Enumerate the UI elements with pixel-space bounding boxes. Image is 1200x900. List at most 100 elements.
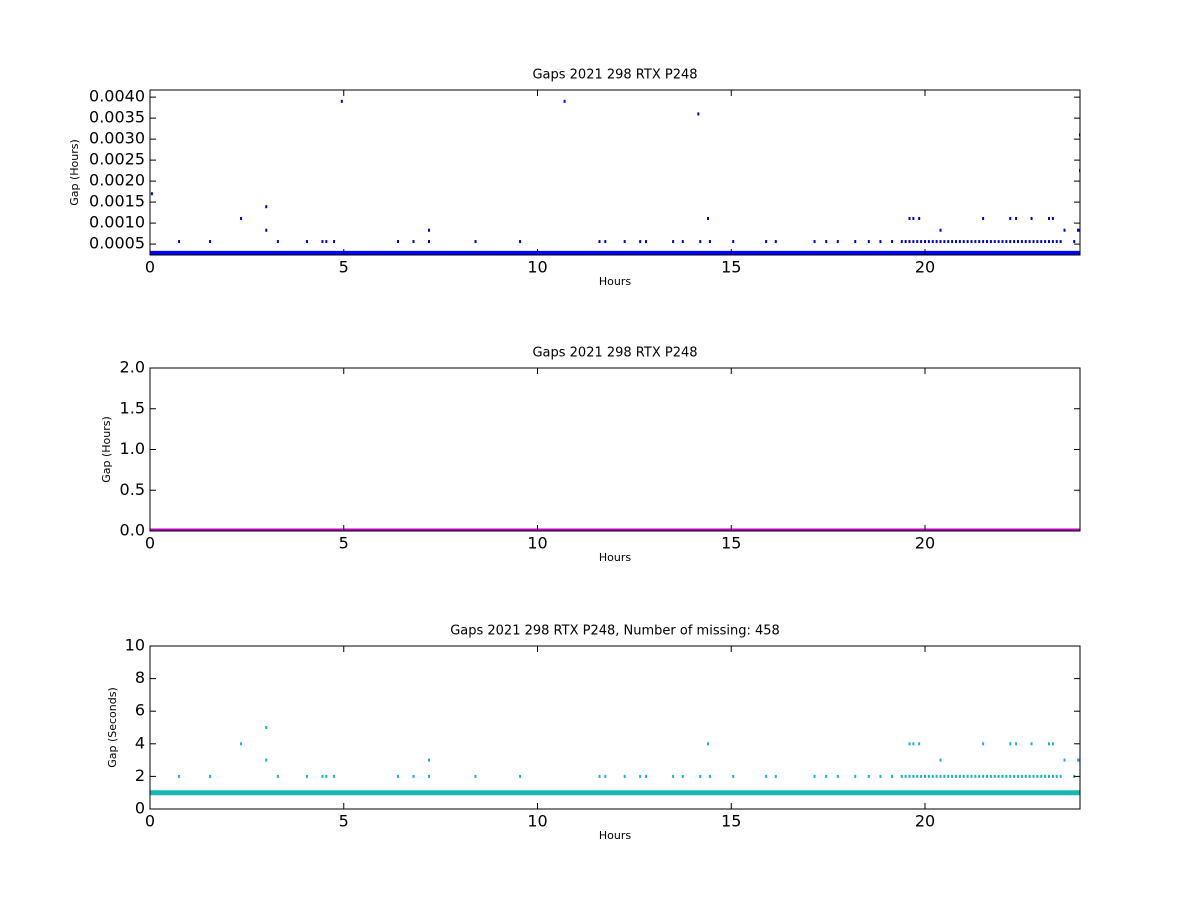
point <box>939 774 942 778</box>
point <box>918 216 921 220</box>
point <box>908 774 911 778</box>
point <box>1048 216 1050 220</box>
point <box>340 99 343 103</box>
chart-title: Gaps 2021 298 RTX P248, Number of missin… <box>450 624 780 639</box>
point <box>825 774 828 778</box>
x-tick-label: 15 <box>721 258 741 277</box>
point <box>639 774 642 778</box>
y-tick-label: 0.0025 <box>89 150 145 169</box>
point <box>825 240 828 244</box>
point <box>1077 758 1080 762</box>
point <box>931 774 934 778</box>
point <box>813 774 816 778</box>
point <box>939 758 942 762</box>
x-tick-label: 0 <box>145 534 155 553</box>
point <box>836 240 839 244</box>
point <box>958 774 961 778</box>
point <box>305 774 308 778</box>
point <box>1055 240 1058 244</box>
point <box>947 774 950 778</box>
point <box>927 240 930 244</box>
y-tick-label: 1.5 <box>120 398 145 417</box>
point <box>931 240 934 244</box>
x-tick-label: 10 <box>527 812 547 831</box>
point <box>1051 774 1054 778</box>
point <box>178 774 181 778</box>
point <box>908 216 911 220</box>
point <box>920 774 923 778</box>
point <box>1032 774 1035 778</box>
point <box>1030 216 1033 220</box>
y-tick-label: 2.0 <box>120 358 145 377</box>
point <box>428 240 430 244</box>
point <box>958 240 961 244</box>
point <box>1073 240 1076 244</box>
point <box>1030 742 1033 746</box>
point <box>321 240 324 244</box>
point <box>867 774 870 778</box>
point <box>982 742 985 746</box>
y-tick-label: 10 <box>125 636 145 655</box>
y-tick-label: 1.0 <box>120 439 145 458</box>
point <box>947 240 950 244</box>
y-tick-label: 0.0035 <box>89 108 145 127</box>
point <box>982 240 985 244</box>
x-tick-label: 15 <box>721 534 741 553</box>
point <box>563 99 566 103</box>
point <box>732 774 735 778</box>
point <box>1051 742 1054 746</box>
point <box>265 726 268 729</box>
point <box>962 240 965 244</box>
point <box>854 240 857 244</box>
point <box>993 774 996 778</box>
point <box>955 774 957 778</box>
axes-frame <box>149 89 1081 256</box>
y-tick-label: 0.5 <box>120 480 145 499</box>
point <box>708 774 711 778</box>
y-tick-label: 0 <box>135 799 145 818</box>
point <box>178 240 181 244</box>
point <box>305 240 308 244</box>
point <box>989 774 992 778</box>
point <box>1077 228 1080 232</box>
point <box>1032 240 1035 244</box>
x-axis-label: Hours <box>599 275 631 288</box>
point <box>474 240 477 244</box>
plot-area <box>150 726 1080 796</box>
point <box>604 774 607 778</box>
point <box>813 240 816 244</box>
point <box>623 774 626 778</box>
point <box>1013 774 1016 778</box>
point <box>321 774 324 778</box>
point <box>325 240 328 244</box>
point <box>982 216 985 220</box>
point <box>966 240 969 244</box>
subplot: 0 5 10 15 20 0 2 4 6 8 10 Gaps 2021 298 RTX P248, N… <box>106 624 1081 842</box>
point <box>924 774 926 778</box>
point <box>867 240 870 244</box>
point <box>1051 240 1054 244</box>
point <box>1005 774 1008 778</box>
point <box>927 774 930 778</box>
y-tick-label: 4 <box>135 733 145 752</box>
point <box>1024 774 1027 778</box>
point <box>1044 240 1047 244</box>
point <box>150 192 153 196</box>
point <box>879 240 882 244</box>
point <box>974 240 977 244</box>
point <box>325 774 328 778</box>
point <box>774 240 777 244</box>
point <box>1020 774 1023 778</box>
point <box>939 240 942 244</box>
point <box>904 774 907 778</box>
point <box>428 228 430 232</box>
x-axis-label: Hours <box>599 551 631 564</box>
y-tick-label: 0.0030 <box>89 129 145 148</box>
point <box>908 240 911 244</box>
point <box>1059 774 1062 778</box>
point <box>265 228 268 232</box>
point <box>955 240 957 244</box>
y-tick-label: 2 <box>135 766 145 785</box>
point <box>989 240 992 244</box>
